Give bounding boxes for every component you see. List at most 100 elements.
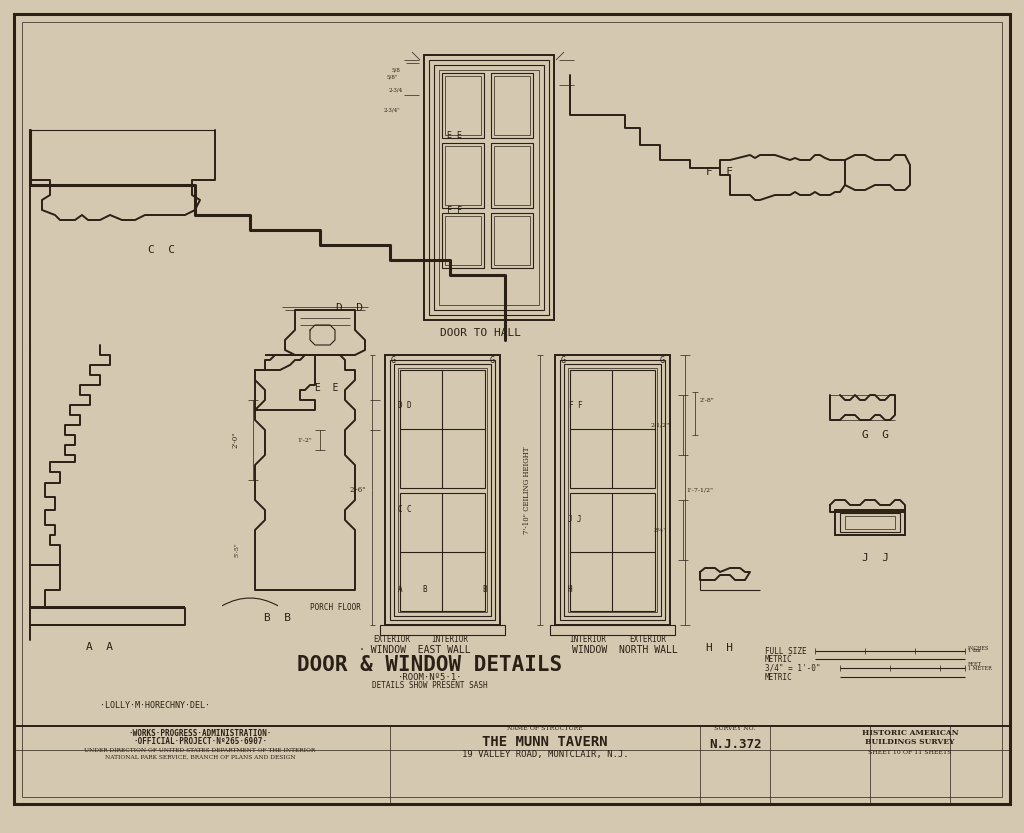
Text: SURVEY NO.: SURVEY NO. [715,726,756,731]
Text: 19 VALLEY ROAD, MONTCLAIR, N.J.: 19 VALLEY ROAD, MONTCLAIR, N.J. [462,751,629,760]
Text: FEET: FEET [968,662,982,667]
Bar [424,55,554,320]
Text: METRIC: METRIC [765,655,793,664]
Text: F: F [457,206,462,215]
Text: ·WORKS·PROGRESS·ADMINISTRATION·: ·WORKS·PROGRESS·ADMINISTRATION· [128,729,271,737]
Text: G: G [390,356,395,365]
Text: 2'-8": 2'-8" [700,397,715,402]
Text: 1 METER: 1 METER [968,666,992,671]
Text: THE MUNN TAVERN: THE MUNN TAVERN [482,735,608,749]
Bar [445,216,481,265]
Text: ·ROOM·Nº5·1·: ·ROOM·Nº5·1· [397,672,462,681]
Bar [494,76,530,135]
Bar [494,216,530,265]
Bar [442,143,484,208]
Text: G: G [659,356,665,365]
Text: HISTORIC AMERICAN: HISTORIC AMERICAN [861,729,958,737]
Text: B: B [482,586,487,595]
Text: 1'-7-1/2": 1'-7-1/2" [686,487,714,492]
Text: ·LOLLY·M·HORECHNY·DEL·: ·LOLLY·M·HORECHNY·DEL· [100,701,210,711]
Text: DOOR & WINDOW DETAILS: DOOR & WINDOW DETAILS [297,655,562,675]
Text: B  B: B B [264,613,292,623]
Bar [494,146,530,205]
Text: NAME OF STRUCTURE: NAME OF STRUCTURE [507,726,583,731]
Bar [840,513,900,532]
Bar [555,355,670,625]
Bar [434,65,544,310]
Text: 7'-10" CEILING HEIGHT: 7'-10" CEILING HEIGHT [523,446,531,534]
Text: 3/4": 3/4" [653,527,667,532]
Text: J  J: J J [861,553,889,563]
Text: INTERIOR: INTERIOR [569,636,606,645]
Bar [380,625,505,635]
Text: BUILDINGS SURVEY: BUILDINGS SURVEY [865,738,954,746]
Text: DETAILS SHOW PRESENT SASH: DETAILS SHOW PRESENT SASH [372,681,487,691]
Text: ·OFFICIAL·PROJECT·Nº265·6907·: ·OFFICIAL·PROJECT·Nº265·6907· [133,736,267,746]
Text: 2'-0": 2'-0" [231,431,239,448]
Text: J: J [577,516,582,525]
Bar [835,510,905,535]
Bar [570,370,655,488]
Text: SHEET 10 OF 11 SHEETS: SHEET 10 OF 11 SHEETS [868,751,951,756]
Text: METRIC: METRIC [765,672,793,681]
Text: 2-1/2": 2-1/2" [650,422,670,427]
Bar [445,76,481,135]
Bar [445,146,481,205]
Text: INCHES: INCHES [968,646,989,651]
Text: N.J.372: N.J.372 [709,739,761,751]
Text: D  D: D D [337,303,364,313]
Text: INTERIOR: INTERIOR [431,636,469,645]
Text: C  C: C C [148,245,175,255]
Bar [490,143,534,208]
Bar [385,355,500,625]
Bar [550,625,675,635]
Text: 2'-6": 2'-6" [350,486,367,494]
Bar [490,73,534,138]
Bar [845,516,895,529]
Text: FULL SIZE: FULL SIZE [765,646,807,656]
Text: 5/8": 5/8" [386,74,397,79]
Text: F: F [446,206,452,215]
Text: · WINDOW  EAST WALL: · WINDOW EAST WALL [359,645,471,655]
Text: E: E [446,131,452,139]
Text: D: D [407,401,412,410]
Bar [400,370,485,488]
Text: A  A: A A [86,642,114,652]
Text: C: C [407,506,412,515]
Bar [429,60,549,315]
Text: E: E [457,131,462,139]
Text: D: D [397,401,402,410]
Text: G: G [489,356,495,365]
Text: UNDER DIRECTION OF UNITED STATES DEPARTMENT OF THE INTERIOR: UNDER DIRECTION OF UNITED STATES DEPARTM… [84,749,315,754]
Text: A: A [397,586,402,595]
Text: E  E: E E [315,383,339,393]
Text: F  F: F F [707,167,733,177]
Bar [564,364,662,616]
Text: G: G [560,356,565,365]
Text: B: B [423,586,427,595]
Text: EXTERIOR: EXTERIOR [374,636,411,645]
Text: 1 dm: 1 dm [968,649,981,654]
Text: F: F [567,401,572,410]
Bar [400,493,485,611]
Bar [439,70,539,305]
Text: H  H: H H [707,643,733,653]
Bar [490,213,534,268]
Text: 5'-5": 5'-5" [234,542,240,557]
Text: 2-3/4: 2-3/4 [389,87,403,92]
Text: NATIONAL PARK SERVICE, BRANCH OF PLANS AND DESIGN: NATIONAL PARK SERVICE, BRANCH OF PLANS A… [104,755,295,760]
Bar [442,213,484,268]
Text: 3/4" = 1'-0": 3/4" = 1'-0" [765,664,820,672]
Bar [442,73,484,138]
Text: F: F [577,401,582,410]
Text: PORCH FLOOR: PORCH FLOOR [310,602,360,611]
Bar [398,368,487,612]
Text: G  G: G G [861,430,889,440]
Bar [390,360,495,620]
Text: J: J [567,516,572,525]
Bar [394,364,490,616]
Bar [568,368,657,612]
Text: 2-3/4": 2-3/4" [384,107,400,112]
Text: DOOR TO HALL: DOOR TO HALL [439,328,520,338]
Text: 1'-2": 1'-2" [298,437,312,442]
